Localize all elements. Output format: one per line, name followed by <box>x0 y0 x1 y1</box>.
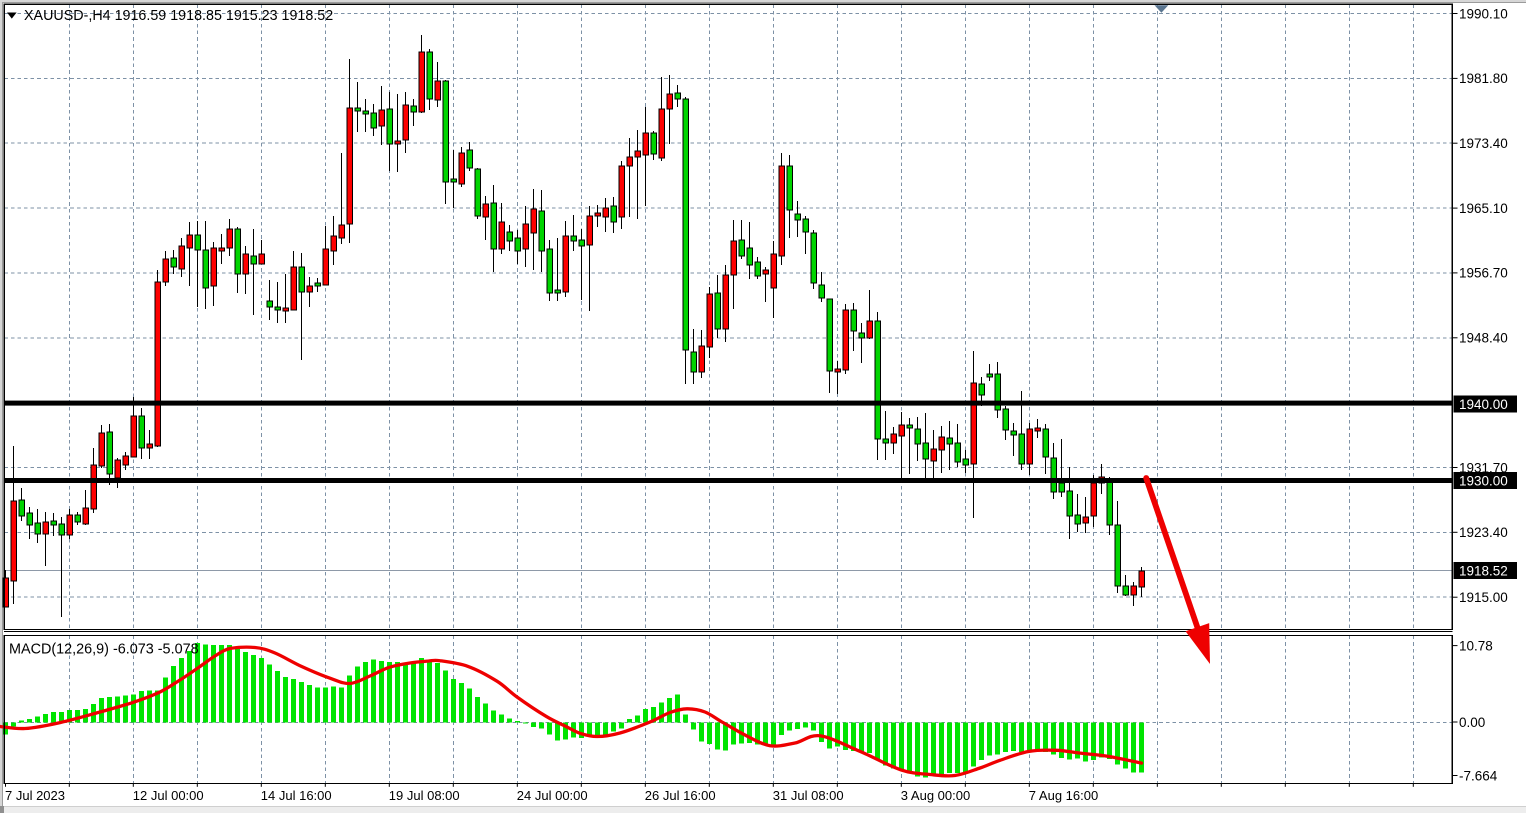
svg-text:10.78: 10.78 <box>1459 638 1493 653</box>
svg-text:14 Jul 16:00: 14 Jul 16:00 <box>261 788 332 803</box>
svg-text:XAUUSD-,H4 1916.59 1918.85 19: XAUUSD-,H4 1916.59 1918.85 1915.23 1918.… <box>24 8 333 24</box>
svg-text:19 Jul 08:00: 19 Jul 08:00 <box>389 788 460 803</box>
svg-text:1956.70: 1956.70 <box>1459 266 1508 281</box>
svg-text:1930.00: 1930.00 <box>1459 473 1508 488</box>
svg-text:31 Jul 08:00: 31 Jul 08:00 <box>773 788 844 803</box>
svg-text:12 Jul 00:00: 12 Jul 00:00 <box>133 788 204 803</box>
svg-text:7 Jul 2023: 7 Jul 2023 <box>5 788 65 803</box>
svg-text:-7.664: -7.664 <box>1459 768 1498 783</box>
svg-text:1940.00: 1940.00 <box>1459 397 1508 412</box>
svg-text:MACD(12,26,9) -6.073 -5.078: MACD(12,26,9) -6.073 -5.078 <box>9 642 199 658</box>
svg-text:1918.52: 1918.52 <box>1459 563 1508 578</box>
svg-text:1973.40: 1973.40 <box>1459 136 1508 151</box>
svg-text:7 Aug 16:00: 7 Aug 16:00 <box>1029 788 1098 803</box>
svg-text:24 Jul 00:00: 24 Jul 00:00 <box>517 788 588 803</box>
svg-text:1948.40: 1948.40 <box>1459 331 1508 346</box>
svg-text:1931.70: 1931.70 <box>1459 460 1508 475</box>
svg-text:1990.10: 1990.10 <box>1459 6 1508 21</box>
svg-text:1965.10: 1965.10 <box>1459 201 1508 216</box>
svg-text:26 Jul 16:00: 26 Jul 16:00 <box>645 788 716 803</box>
svg-text:1915.00: 1915.00 <box>1459 590 1508 605</box>
svg-text:3 Aug 00:00: 3 Aug 00:00 <box>901 788 970 803</box>
svg-text:1923.40: 1923.40 <box>1459 525 1508 540</box>
svg-text:0.00: 0.00 <box>1459 715 1485 730</box>
svg-text:1981.80: 1981.80 <box>1459 71 1508 86</box>
